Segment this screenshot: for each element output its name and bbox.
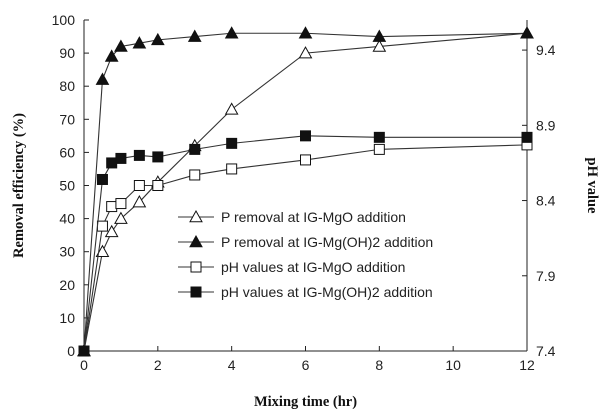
data-point	[152, 151, 164, 163]
data-point	[133, 180, 145, 191]
data-point	[95, 244, 110, 257]
data-point	[133, 149, 145, 161]
data-point	[187, 29, 202, 42]
y-left-tick-label: 100	[52, 12, 76, 28]
data-point	[106, 201, 118, 213]
y-left-tick-label: 50	[59, 178, 75, 194]
data-point	[114, 39, 128, 52]
y-axis-left-title: Removal efficiency (%)	[11, 113, 27, 258]
data-point	[224, 102, 239, 115]
data-point	[520, 26, 534, 39]
legend-marker	[189, 234, 203, 248]
axes: 0 2 4 6 8 10 12 0 10 20 30 40 50 60 70 80 90 100 7.4 7.9 8.4…	[52, 12, 556, 373]
legend: P removal at IG-MgO addition P removal at…	[178, 209, 433, 300]
data-point	[152, 180, 164, 191]
legend-label: pH values at IG-Mg(OH)2 addition	[221, 284, 433, 300]
y-left-tick-label: 80	[59, 78, 75, 94]
legend-label: pH values at IG-MgO addition	[221, 259, 405, 275]
data-point	[226, 137, 238, 149]
data-point	[115, 152, 127, 164]
series-line	[83, 32, 528, 352]
y-axis-right-title: pH value	[584, 158, 600, 215]
data-point	[226, 163, 238, 175]
data-point	[106, 157, 118, 169]
y-left-tick-label: 0	[67, 343, 75, 359]
legend-marker	[190, 286, 202, 298]
x-axis-title: Mixing time (hr)	[254, 394, 357, 410]
series-1	[77, 26, 534, 357]
y-left-tick-label: 30	[59, 244, 75, 260]
series-2	[77, 26, 534, 357]
legend-item-4: pH values at IG-Mg(OH)2 addition	[178, 284, 433, 300]
legend-marker	[190, 261, 202, 273]
y-left-tick-label: 90	[59, 45, 75, 61]
legend-marker	[189, 209, 203, 223]
data-point	[95, 72, 110, 85]
data-point	[300, 154, 311, 166]
x-tick-label: 4	[228, 357, 236, 373]
series-line	[83, 32, 528, 352]
data-point	[372, 29, 387, 42]
data-point	[104, 224, 119, 238]
y-left-tick-label: 60	[59, 144, 75, 160]
data-point	[298, 46, 313, 59]
legend-item-3: pH values at IG-MgO addition	[178, 259, 405, 275]
x-tick-label: 10	[445, 357, 461, 373]
data-point	[521, 131, 533, 143]
y-left-tick-label: 10	[59, 310, 75, 326]
y-right-tick-label: 9.4	[536, 42, 556, 58]
x-tick-label: 2	[154, 357, 162, 373]
legend-label: P removal at IG-MgO addition	[221, 209, 406, 225]
data-point	[189, 143, 201, 155]
y-right-tick-label: 7.9	[536, 268, 556, 284]
data-point	[150, 32, 165, 46]
y-left-tick-label: 70	[59, 111, 75, 127]
x-tick-label: 6	[302, 357, 310, 373]
data-point	[298, 26, 313, 39]
data-point	[372, 39, 387, 52]
x-tick-label: 12	[519, 357, 535, 373]
data-point	[189, 169, 201, 181]
data-point	[224, 26, 239, 39]
y-left-tick-label: 40	[59, 211, 75, 227]
data-point	[132, 36, 147, 49]
data-point	[373, 143, 385, 155]
legend-item-1: P removal at IG-MgO addition	[178, 209, 406, 225]
y-right-tick-label: 8.4	[536, 193, 556, 209]
series-layer	[77, 26, 534, 357]
x-tick-label: 0	[80, 357, 88, 373]
data-point	[78, 345, 90, 357]
data-point	[300, 130, 311, 142]
data-point	[96, 173, 108, 185]
legend-item-2: P removal at IG-Mg(OH)2 addition	[178, 234, 433, 250]
y-left-tick-label: 20	[59, 277, 75, 293]
series-4	[78, 130, 533, 357]
legend-label: P removal at IG-Mg(OH)2 addition	[221, 234, 433, 250]
data-point	[115, 198, 127, 210]
data-point	[373, 131, 385, 143]
data-point	[132, 195, 147, 208]
y-right-tick-label: 7.4	[536, 343, 556, 359]
data-point	[96, 220, 108, 232]
data-point	[104, 49, 119, 62]
y-right-tick-label: 8.9	[536, 117, 556, 133]
x-tick-label: 8	[375, 357, 383, 373]
data-point	[114, 211, 128, 224]
